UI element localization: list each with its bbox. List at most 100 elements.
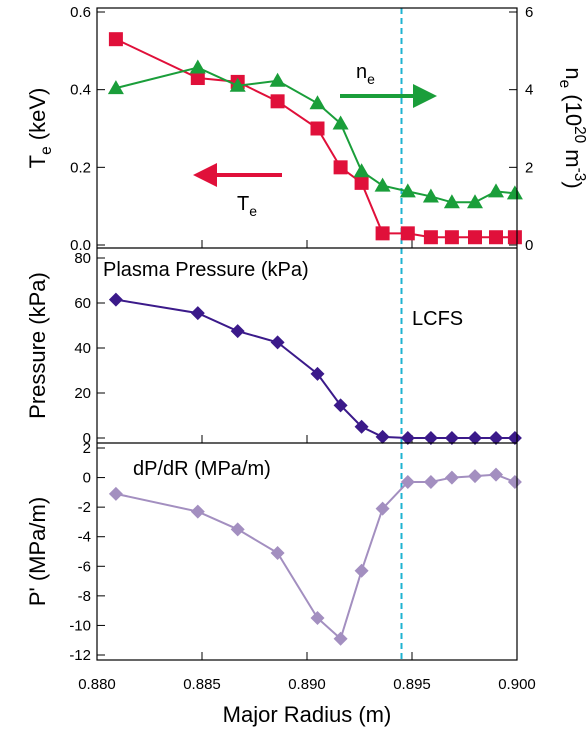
y-tick-label: -6 [78, 558, 91, 575]
marker [506, 185, 523, 200]
y-tick-label: -8 [78, 588, 91, 605]
marker [443, 194, 460, 209]
y-tick-label: -12 [69, 647, 91, 664]
label-part: T [237, 193, 249, 215]
y-tick-label: 0.6 [70, 4, 91, 21]
label-part: n [356, 61, 367, 83]
marker [507, 431, 522, 445]
marker [507, 230, 522, 245]
y2-tick-label: 4 [525, 82, 533, 99]
marker [230, 324, 245, 339]
marker [400, 226, 415, 241]
marker [310, 366, 325, 381]
marker [400, 431, 415, 445]
y-tick-label: 0.4 [70, 82, 91, 99]
lcfs-label: LCFS [412, 308, 463, 330]
frame [96, 7, 518, 661]
y-tick-label: -2 [78, 499, 91, 516]
marker [333, 631, 348, 646]
marker [468, 469, 482, 484]
y-tick-label: 0.2 [70, 159, 91, 176]
marker [467, 194, 483, 209]
marker [107, 80, 124, 95]
marker [489, 467, 503, 482]
marker [333, 160, 348, 175]
marker [354, 175, 369, 190]
marker [444, 230, 459, 245]
marker [423, 431, 438, 445]
marker [190, 306, 205, 321]
marker [354, 563, 369, 578]
marker [270, 335, 285, 350]
marker [332, 115, 349, 130]
label-part: -3 [571, 168, 586, 182]
marker [189, 59, 206, 74]
label-part: m [561, 143, 586, 167]
x-tick-label: 0.900 [498, 676, 536, 693]
y-tick-label: -10 [69, 617, 91, 634]
x-tick-label: 0.895 [393, 676, 431, 693]
marker [310, 121, 325, 136]
marker [400, 475, 415, 490]
marker [375, 226, 390, 241]
label-part: e [38, 146, 55, 155]
marker [190, 71, 205, 86]
marker [375, 429, 390, 444]
marker [353, 163, 370, 178]
marker [230, 522, 245, 537]
y-axis-label: Pressure (kPa) [25, 272, 50, 419]
marker [310, 611, 325, 626]
marker [422, 188, 439, 203]
marker [374, 177, 391, 192]
label-part: e [249, 203, 257, 219]
x-axis-label: Major Radius (m) [223, 702, 392, 727]
dpdr-title: dP/dR (MPa/m) [133, 458, 271, 480]
label-part: n [561, 67, 586, 79]
y2-tick-label: 6 [525, 4, 533, 21]
marker [444, 431, 459, 445]
y-tick-label: 40 [74, 340, 91, 357]
marker [489, 431, 503, 445]
y-tick-label: 80 [74, 250, 91, 267]
marker [190, 504, 205, 519]
marker [354, 419, 369, 434]
y2-axis-label: ne (1020 m-3) [556, 67, 586, 188]
label-part: e [367, 71, 375, 87]
label-part: ) [561, 181, 586, 188]
marker [375, 501, 390, 516]
marker [229, 77, 246, 92]
label-part: (keV) [25, 88, 50, 147]
pressure-title: Plasma Pressure (kPa) [103, 259, 309, 281]
marker [488, 183, 504, 198]
y-axis-label: P' (MPa/m) [25, 497, 50, 606]
y-axis-label: Te (keV) [25, 88, 55, 169]
x-tick-label: 0.885 [183, 676, 221, 693]
marker [108, 32, 123, 47]
label-part: e [556, 80, 573, 89]
y-tick-label: -4 [78, 529, 91, 546]
ne-legend: ne [356, 61, 375, 87]
y-tick-label: 0 [83, 430, 91, 447]
marker [333, 398, 348, 413]
y-tick-label: 60 [74, 295, 91, 312]
marker [108, 486, 123, 501]
marker [489, 230, 503, 245]
y2-tick-label: 2 [525, 159, 533, 176]
marker [423, 230, 438, 245]
y-tick-label: 0.0 [70, 237, 91, 254]
marker [270, 94, 285, 109]
marker [108, 292, 123, 307]
marker [507, 475, 522, 490]
x-tick-label: 0.890 [288, 676, 326, 693]
y-tick-label: 2 [83, 440, 91, 457]
marker [270, 545, 285, 560]
label-part: T [25, 155, 50, 168]
marker [468, 230, 482, 245]
marker [269, 72, 286, 87]
marker [468, 431, 482, 445]
y-tick-label: 0 [83, 470, 91, 487]
marker [444, 470, 459, 485]
marker [399, 183, 416, 198]
y2-tick-label: 0 [525, 237, 533, 254]
